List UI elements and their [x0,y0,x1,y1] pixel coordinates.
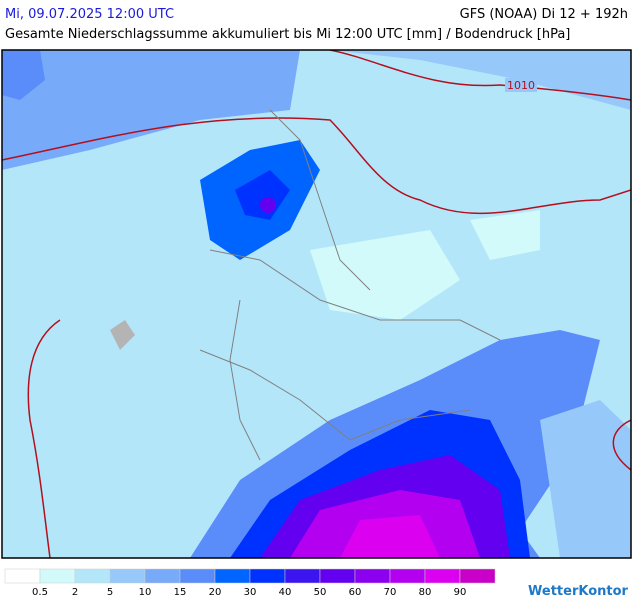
legend-tick-label: 30 [244,587,257,598]
valid-time: Mi, 09.07.2025 12:00 UTC [5,7,174,22]
legend-tick-label: 10 [139,587,152,598]
legend-tick-label: 40 [279,587,292,598]
legend-swatch [389,568,426,584]
legend-tick-label: 15 [174,587,187,598]
legend-tick-label: 20 [209,587,222,598]
legend-swatch [4,568,41,584]
subtitle: Gesamte Niederschlagssumme akkumuliert b… [5,27,570,42]
legend-swatch [459,568,496,584]
legend-swatch [144,568,181,584]
legend-swatch [284,568,321,584]
legend-swatch [319,568,356,584]
logo: WetterKontor [528,584,629,599]
legend-tick-label: 0.5 [32,587,48,598]
isobar-label: 1010 [507,79,535,92]
legend-swatch [424,568,461,584]
legend-tick-label: 50 [314,587,327,598]
legend-swatch [249,568,286,584]
legend-tick-label: 70 [384,587,397,598]
legend-swatch [354,568,391,584]
map: 1010 [1,49,632,559]
legend: 0.5 2 5 10 15 20 30 40 50 60 70 80 90 [4,568,496,598]
legend-tick-label: 60 [349,587,362,598]
legend-tick-label: 80 [419,587,432,598]
legend-tick-label: 90 [454,587,467,598]
legend-tick-label: 2 [72,587,78,598]
legend-tick-label: 5 [107,587,113,598]
model-run: GFS (NOAA) Di 12 + 192h [460,7,628,22]
legend-swatch [109,568,146,584]
legend-swatch [74,568,111,584]
legend-swatch [179,568,216,584]
legend-swatch [39,568,76,584]
legend-swatch [214,568,251,584]
